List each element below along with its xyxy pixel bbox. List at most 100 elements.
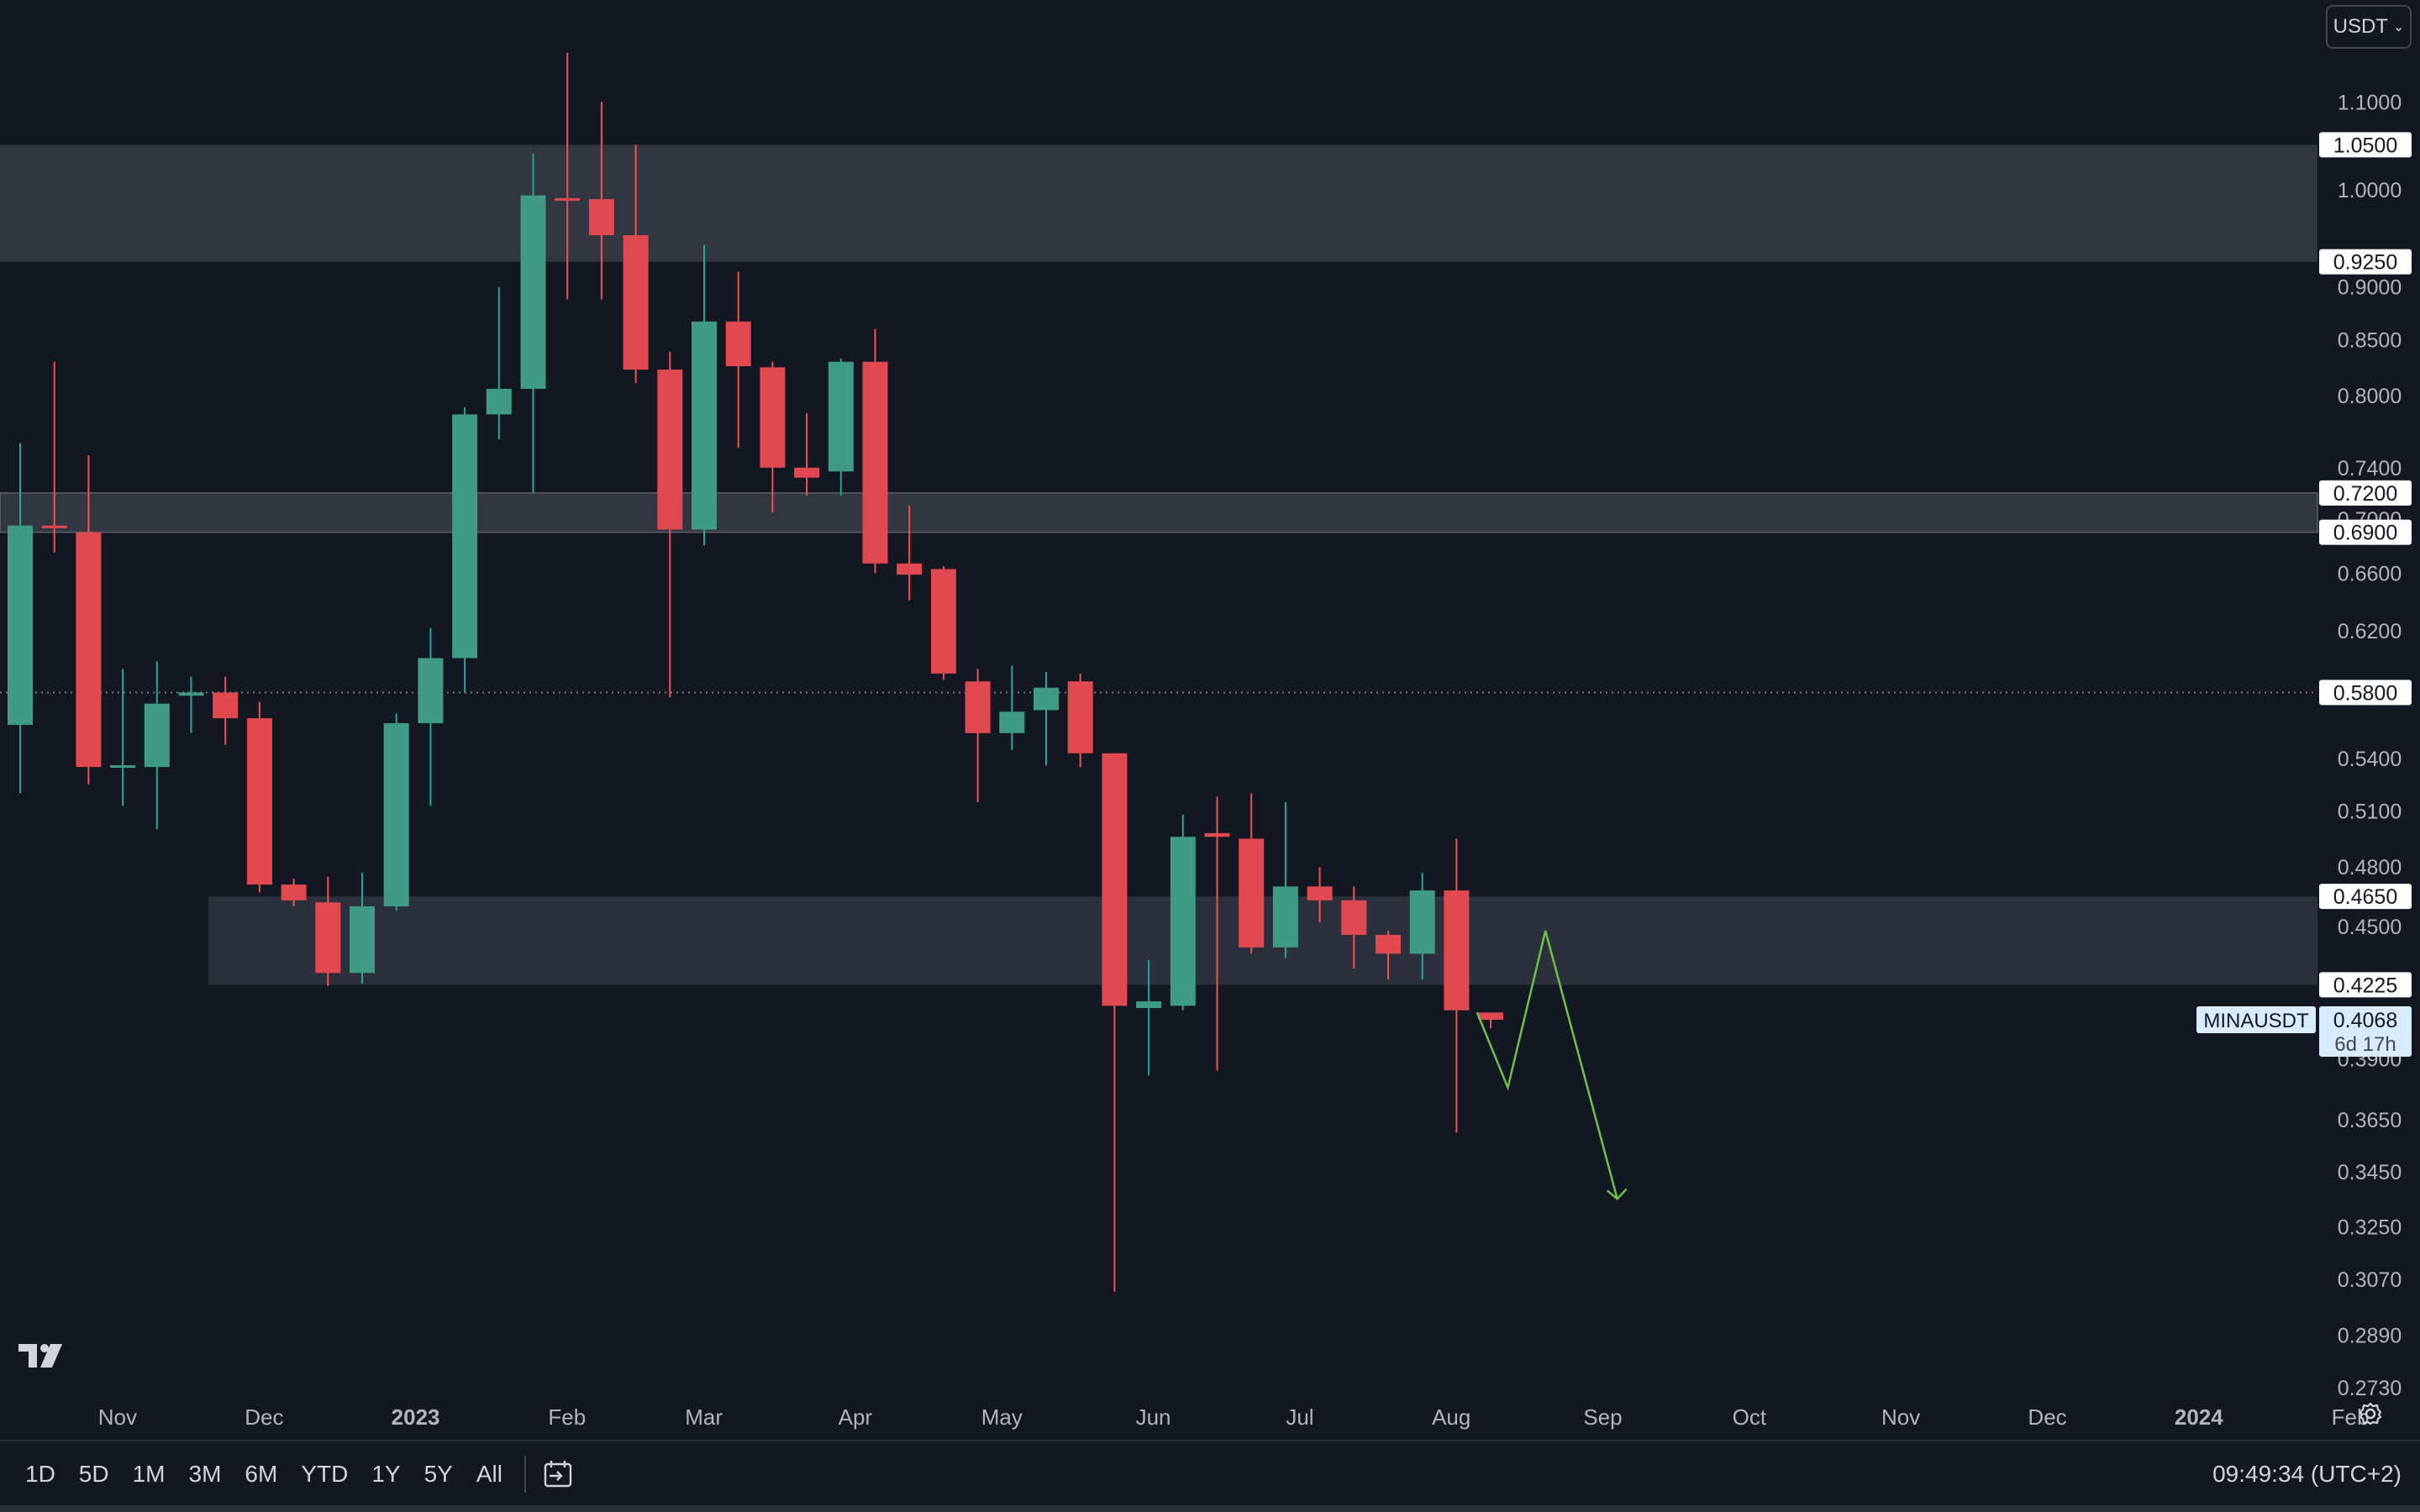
candle-body bbox=[930, 569, 956, 674]
candle-body bbox=[350, 906, 375, 974]
candle bbox=[897, 506, 923, 601]
price-tick-label: 0.3250 bbox=[2338, 1216, 2402, 1240]
price-tick-label: 0.6600 bbox=[2338, 562, 2402, 585]
candle bbox=[999, 665, 1025, 750]
go-to-date-icon[interactable] bbox=[536, 1452, 580, 1496]
price-tick-label: 0.4500 bbox=[2338, 916, 2402, 939]
candle bbox=[794, 412, 820, 496]
time-tick-label: 2023 bbox=[392, 1404, 440, 1430]
candle-body bbox=[725, 321, 751, 366]
candle bbox=[1307, 867, 1333, 923]
time-tick-label: Nov bbox=[1881, 1404, 1920, 1430]
candle-body bbox=[1272, 886, 1298, 948]
candle bbox=[1067, 673, 1093, 768]
price-tick-label: 0.9000 bbox=[2338, 276, 2402, 300]
range-5d-button[interactable]: 5D bbox=[78, 1461, 109, 1487]
price-axis[interactable]: 1.10001.00000.90000.85000.80000.74000.70… bbox=[2338, 91, 2402, 1400]
time-axis[interactable]: Nov Dec 2023 Feb Mar Apr May Jun Jul Aug Sep Oct Nov… bbox=[98, 1404, 2370, 1430]
price-tick-label: 0.5100 bbox=[2338, 801, 2402, 824]
candle bbox=[281, 879, 307, 906]
candle bbox=[315, 876, 341, 986]
candle-body bbox=[692, 321, 717, 530]
range-all-button[interactable]: All bbox=[476, 1461, 502, 1487]
last-price-box bbox=[2319, 1006, 2412, 1057]
candle-body bbox=[1239, 838, 1265, 948]
candle bbox=[383, 713, 409, 911]
last-price: 0.4068 bbox=[2333, 1009, 2397, 1032]
price-label: 0.4650 bbox=[2333, 885, 2397, 909]
range-5y-button[interactable]: 5Y bbox=[424, 1461, 453, 1487]
candle-body bbox=[246, 718, 272, 885]
candle bbox=[760, 361, 786, 512]
candle bbox=[1136, 959, 1162, 1076]
candle-body bbox=[1444, 890, 1470, 1011]
price-label-box bbox=[2319, 480, 2412, 506]
range-3m-button[interactable]: 3M bbox=[188, 1461, 222, 1487]
candle-body bbox=[999, 711, 1025, 733]
price-tick-label: 0.3450 bbox=[2338, 1161, 2402, 1184]
price-tick-label: 0.4800 bbox=[2338, 856, 2402, 879]
candle bbox=[486, 286, 512, 440]
price-label: 0.4225 bbox=[2333, 974, 2397, 997]
candle bbox=[930, 566, 956, 680]
candle-body bbox=[41, 525, 67, 528]
candle-body bbox=[76, 532, 102, 768]
tradingview-logo-icon[interactable] bbox=[18, 1341, 69, 1375]
projection-path bbox=[1476, 930, 1618, 1200]
candle-body bbox=[657, 369, 683, 530]
candle-body bbox=[8, 525, 33, 725]
range-1y-button[interactable]: 1Y bbox=[371, 1461, 401, 1487]
candle-body bbox=[1204, 832, 1230, 837]
candle bbox=[1272, 801, 1298, 958]
candle bbox=[1204, 796, 1230, 1071]
time-tick-label: Mar bbox=[685, 1404, 723, 1430]
time-tick-label: Aug bbox=[1432, 1404, 1470, 1430]
axis-settings-icon[interactable] bbox=[2358, 1401, 2383, 1426]
toolbar-divider bbox=[523, 1456, 526, 1493]
candle bbox=[350, 873, 375, 984]
time-tick-label: Jun bbox=[1136, 1404, 1171, 1430]
candle bbox=[657, 351, 683, 698]
candle bbox=[1376, 931, 1401, 979]
candle-body bbox=[1102, 753, 1128, 1006]
candle-body bbox=[555, 197, 581, 201]
currency-selector[interactable]: USDT ⌄ bbox=[2326, 5, 2412, 49]
price-tick-label: 0.2890 bbox=[2338, 1325, 2402, 1348]
price-label: 0.6900 bbox=[2333, 522, 2397, 545]
candle bbox=[246, 701, 272, 893]
price-tick-label: 0.7400 bbox=[2338, 457, 2402, 480]
range-1m-button[interactable]: 1M bbox=[132, 1461, 166, 1487]
candle bbox=[623, 144, 649, 384]
candlestick-chart[interactable]: 1.10001.00000.90000.85000.80000.74000.70… bbox=[0, 0, 2420, 1440]
candle bbox=[1102, 753, 1128, 1292]
time-tick-label: Dec bbox=[245, 1404, 283, 1430]
candle-body bbox=[110, 765, 136, 769]
candle bbox=[110, 669, 136, 806]
range-6m-button[interactable]: 6M bbox=[245, 1461, 278, 1487]
price-tick-label: 0.6200 bbox=[2338, 620, 2402, 643]
candle bbox=[1239, 793, 1265, 954]
chevron-down-icon: ⌄ bbox=[2392, 20, 2405, 34]
time-tick-label: Nov bbox=[98, 1404, 137, 1430]
range-ytd-button[interactable]: YTD bbox=[301, 1461, 349, 1487]
candle bbox=[588, 102, 614, 300]
time-tick-label: Oct bbox=[1733, 1404, 1767, 1430]
candle bbox=[144, 661, 170, 830]
candle bbox=[1444, 838, 1470, 1133]
candle-body bbox=[486, 388, 512, 415]
candle-body bbox=[1376, 934, 1401, 954]
candle-body bbox=[383, 722, 409, 906]
time-tick-label: 2024 bbox=[2175, 1404, 2223, 1430]
projection-layer bbox=[1476, 930, 1628, 1201]
bar-countdown: 6d 17h bbox=[2334, 1033, 2396, 1056]
candle bbox=[418, 627, 444, 806]
candle bbox=[1341, 886, 1367, 969]
price-tick-label: 1.0000 bbox=[2338, 179, 2402, 202]
price-labels-layer: 1.0500 0.9250 0.7200 0.6900 0.5800 0.4650 0.42… bbox=[2196, 132, 2412, 1057]
range-1d-button[interactable]: 1D bbox=[25, 1461, 55, 1487]
time-tick-label: Apr bbox=[839, 1404, 873, 1430]
time-tick-label: Jul bbox=[1286, 1404, 1313, 1430]
clock-timezone[interactable]: 09:49:34 (UTC+2) bbox=[2212, 1461, 2402, 1487]
candle-body bbox=[281, 885, 307, 900]
bottom-toolbar: 1D 5D 1M 3M 6M YTD 1Y 5Y All 09:49:34 (U… bbox=[0, 1440, 2420, 1507]
